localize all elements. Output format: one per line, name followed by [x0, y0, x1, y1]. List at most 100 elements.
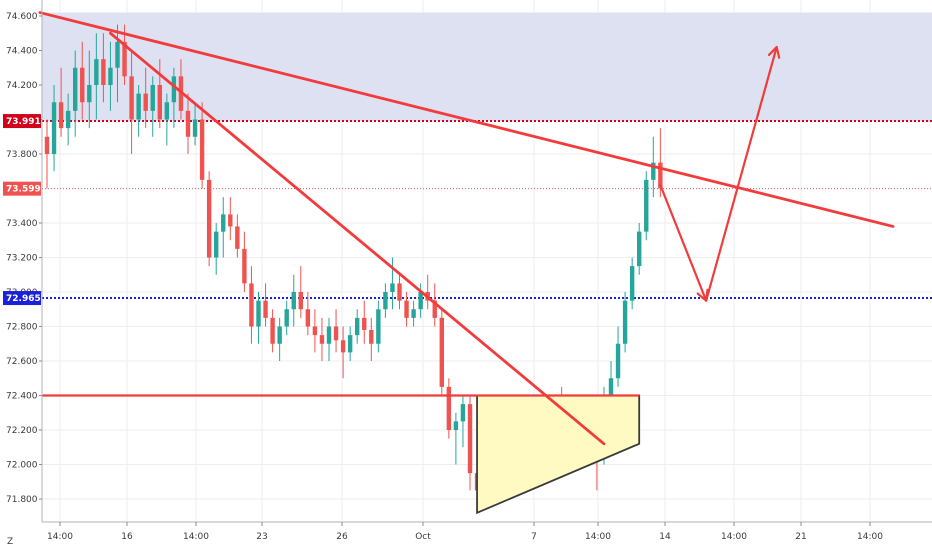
- candle: [397, 274, 402, 310]
- candle: [136, 85, 141, 137]
- trendline: [38, 11, 895, 228]
- candle-body: [340, 340, 346, 353]
- x-tick-label: 14:00: [585, 532, 611, 542]
- candle: [644, 171, 649, 241]
- candle: [305, 292, 311, 336]
- candle-body: [44, 136, 50, 154]
- candle: [150, 76, 155, 137]
- candle: [404, 292, 409, 327]
- price-badge: [3, 291, 41, 306]
- candle-body: [150, 85, 155, 111]
- candle-body: [143, 93, 148, 111]
- candle: [376, 300, 381, 353]
- candle: [171, 67, 177, 129]
- candle-body: [411, 309, 416, 318]
- candle-body: [87, 85, 92, 103]
- candle-body: [235, 226, 240, 249]
- candle: [439, 309, 444, 396]
- candle-body: [206, 179, 212, 258]
- candle-body: [298, 292, 303, 310]
- candle: [235, 214, 240, 258]
- candle: [277, 317, 282, 361]
- y-tick-label: 73.800: [6, 150, 38, 160]
- candle: [214, 223, 219, 275]
- y-tick-label: 71.800: [6, 495, 38, 505]
- candle-body: [101, 59, 106, 85]
- candle: [157, 59, 162, 129]
- x-axis-band: [0, 522, 932, 550]
- x-tick-label: 16: [121, 532, 133, 542]
- candle: [242, 231, 247, 292]
- candle-body: [404, 300, 409, 318]
- candle: [199, 102, 205, 189]
- candle-body: [51, 102, 57, 154]
- projection-segment: [659, 183, 708, 302]
- candle: [326, 317, 332, 361]
- candle-body: [347, 335, 353, 353]
- candle-body: [333, 326, 339, 341]
- candle: [65, 93, 71, 146]
- price-levels: [42, 120, 932, 300]
- candle-body: [651, 162, 656, 180]
- candle: [369, 317, 374, 361]
- candle-body: [446, 386, 452, 430]
- drawings: [38, 11, 895, 515]
- candle-body: [376, 309, 381, 344]
- candle: [80, 41, 85, 120]
- candle-body: [319, 335, 325, 344]
- candle-body: [637, 231, 642, 267]
- candle: [51, 85, 57, 172]
- candle: [143, 67, 148, 129]
- candle: [291, 274, 296, 327]
- candle-body: [136, 93, 141, 120]
- x-tick-label: Oct: [415, 532, 431, 542]
- x-tick-label: 21: [795, 532, 806, 542]
- triangle-pattern: [476, 394, 641, 515]
- candle-body: [644, 179, 649, 232]
- candle: [637, 223, 642, 275]
- candle-body: [615, 343, 621, 379]
- y-tick-label: 72.400: [6, 392, 38, 402]
- candle-body: [453, 421, 459, 430]
- candle: [94, 33, 99, 120]
- candle-body: [228, 214, 233, 227]
- corner-label[interactable]: Z: [7, 537, 13, 547]
- candle: [460, 395, 466, 448]
- x-tick-label: 14:00: [47, 532, 73, 542]
- candle: [185, 93, 191, 154]
- candle-body: [108, 67, 113, 85]
- candle-body: [94, 59, 99, 85]
- candle: [312, 309, 318, 353]
- candle-body: [326, 326, 332, 344]
- x-tick-label: 7: [531, 532, 537, 542]
- candle-body: [397, 283, 402, 301]
- x-tick-label: 14:00: [721, 532, 747, 542]
- candle: [383, 283, 388, 318]
- candle-body: [439, 317, 444, 387]
- candle: [347, 326, 353, 361]
- candle-body: [122, 41, 127, 77]
- arrowhead: [696, 288, 709, 302]
- candle-body: [242, 248, 247, 284]
- candle: [340, 326, 346, 379]
- candle: [411, 300, 416, 327]
- candle-body: [171, 76, 177, 103]
- y-axis: 74.60074.40074.20074.00073.80073.40073.2…: [6, 0, 43, 522]
- candle-body: [65, 110, 71, 129]
- candle: [319, 317, 325, 361]
- x-tick-label: 14: [659, 532, 671, 542]
- x-tick-label: 14:00: [183, 532, 209, 542]
- candle: [73, 50, 78, 137]
- candle-body: [362, 317, 367, 330]
- price-badges: 73.991 73.599 72.965: [3, 114, 41, 306]
- candle-body: [73, 67, 78, 111]
- x-tick-label: 23: [256, 532, 267, 542]
- candle-body: [369, 329, 374, 344]
- candle: [298, 266, 303, 318]
- candle-body: [622, 300, 628, 344]
- candle: [425, 274, 430, 310]
- candle: [221, 197, 226, 258]
- price-badge: [3, 181, 41, 196]
